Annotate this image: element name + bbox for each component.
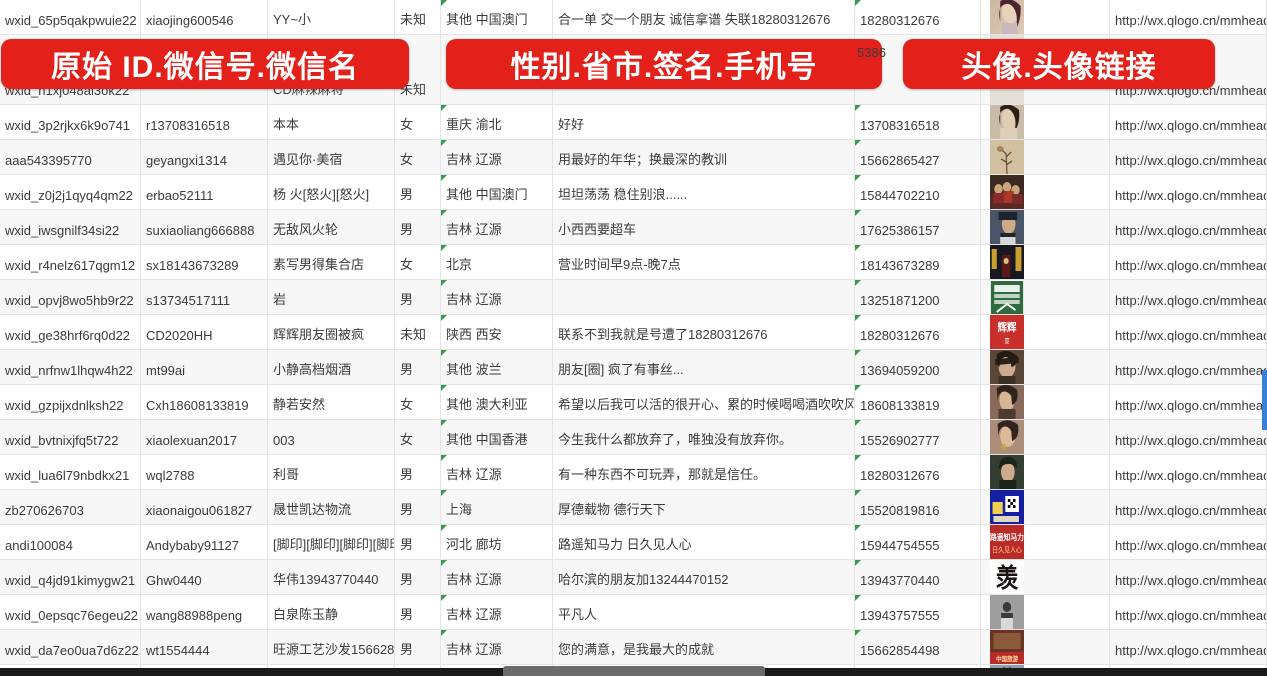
svg-text:羡: 羡 bbox=[996, 563, 1019, 593]
svg-text:壹: 壹 bbox=[1004, 337, 1009, 346]
svg-text:中国旅游: 中国旅游 bbox=[996, 655, 1018, 664]
svg-text:辉辉: 辉辉 bbox=[998, 320, 1017, 334]
svg-text:日久见人心: 日久见人心 bbox=[992, 544, 1022, 554]
svg-text:路遥知马力: 路遥知马力 bbox=[990, 531, 1024, 542]
